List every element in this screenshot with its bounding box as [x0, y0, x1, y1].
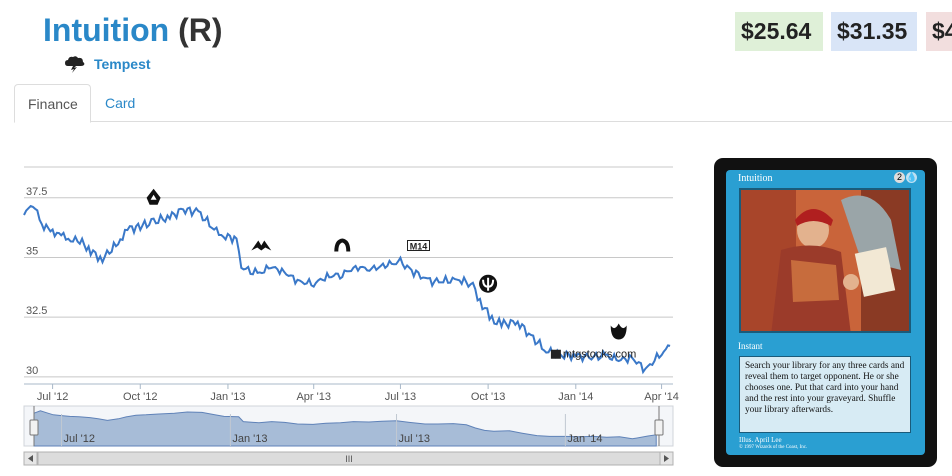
card-rarity: (R) [178, 12, 223, 48]
navigator-label: Jan '13 [232, 433, 267, 445]
y-tick-label: 30 [26, 365, 38, 377]
marker-shape-inner [482, 277, 495, 291]
marker-label: M14 [410, 242, 428, 252]
born-of-the-gods-icon[interactable] [610, 323, 627, 340]
theros-icon[interactable] [479, 274, 498, 293]
x-tick-label: Apr '14 [644, 391, 679, 403]
navigator-series-area [33, 410, 657, 447]
navigator-handle-grip[interactable] [29, 419, 39, 436]
x-tick-label: Jan '13 [210, 391, 245, 403]
scroll-right-arrow-icon [664, 455, 669, 462]
card-title: Intuition (R) [43, 10, 222, 50]
navigator-right-handle[interactable] [654, 406, 664, 446]
card-image: Intuition 2 💧 Instant Search your library… [714, 158, 937, 467]
price-badge-high: $4 [926, 12, 952, 51]
card-face: Intuition 2 💧 Instant Search your library… [726, 170, 925, 455]
x-tick-label: Jul '13 [385, 391, 416, 403]
tab-bar: Finance Card [14, 84, 952, 123]
tab-finance[interactable]: Finance [14, 84, 91, 123]
x-tick-label: Oct '12 [123, 391, 158, 403]
card-copyright: © 1997 Wizards of the Coast, Inc. [739, 445, 808, 450]
price-badge-low: $25.64 [735, 12, 823, 51]
navigator-label: Jul '12 [64, 433, 95, 445]
return-to-ravnica-icon[interactable] [146, 188, 161, 205]
x-tick-label: Jul '12 [37, 391, 68, 403]
card-artwork [739, 188, 911, 333]
marker-shape [610, 323, 627, 340]
set-name-link[interactable]: Tempest [94, 56, 151, 72]
marker-frame [407, 240, 430, 251]
storm-cloud-icon [65, 56, 85, 73]
card-mana-cost: 2 💧 [893, 172, 917, 183]
price-badge-average: $31.35 [831, 12, 917, 51]
price-chart[interactable]: M14 37.5 35 32.5 30 Jul '12 Oct '12 Jan '13 Apr… [0, 150, 700, 476]
x-tick-label: Jan '14 [558, 391, 593, 403]
x-tick-label: Oct '13 [471, 391, 506, 403]
y-tick-label: 37.5 [26, 186, 47, 198]
navigator-label: Jan '14 [567, 433, 602, 445]
gatecrash-icon[interactable] [251, 240, 272, 251]
navigator-handle-grip[interactable] [654, 419, 664, 436]
chart-watermark: mtgstocks.com [563, 349, 636, 361]
mtgstocks-logo-icon [550, 349, 561, 359]
price-series-line [23, 204, 671, 375]
card-illustrator: Illus. April Lee [739, 436, 782, 444]
generic-mana-symbol: 2 [894, 172, 905, 183]
navigator-label: Jul '13 [399, 433, 430, 445]
blue-mana-icon: 💧 [906, 172, 918, 183]
m14-icon[interactable]: M14 [407, 240, 430, 252]
marker-shape [334, 238, 351, 252]
x-tick-label: Apr '13 [296, 391, 331, 403]
card-name: Intuition [43, 12, 170, 48]
card-rules-text: Search your library for any three cards … [739, 356, 911, 433]
scroll-left-arrow-icon [28, 455, 33, 462]
card-type-line: Instant [738, 341, 763, 351]
y-tick-label: 35 [26, 245, 38, 257]
marker-shape [251, 240, 272, 251]
tab-card[interactable]: Card [105, 95, 136, 111]
navigator-left-handle[interactable] [29, 406, 39, 446]
scrollbar-grip: III [345, 454, 353, 464]
y-tick-label: 32.5 [26, 305, 47, 317]
dragons-maze-icon[interactable] [334, 238, 351, 252]
set-line[interactable]: Tempest [64, 54, 151, 74]
card-image-name: Intuition [738, 173, 773, 184]
marker-shape-inner [150, 194, 157, 200]
